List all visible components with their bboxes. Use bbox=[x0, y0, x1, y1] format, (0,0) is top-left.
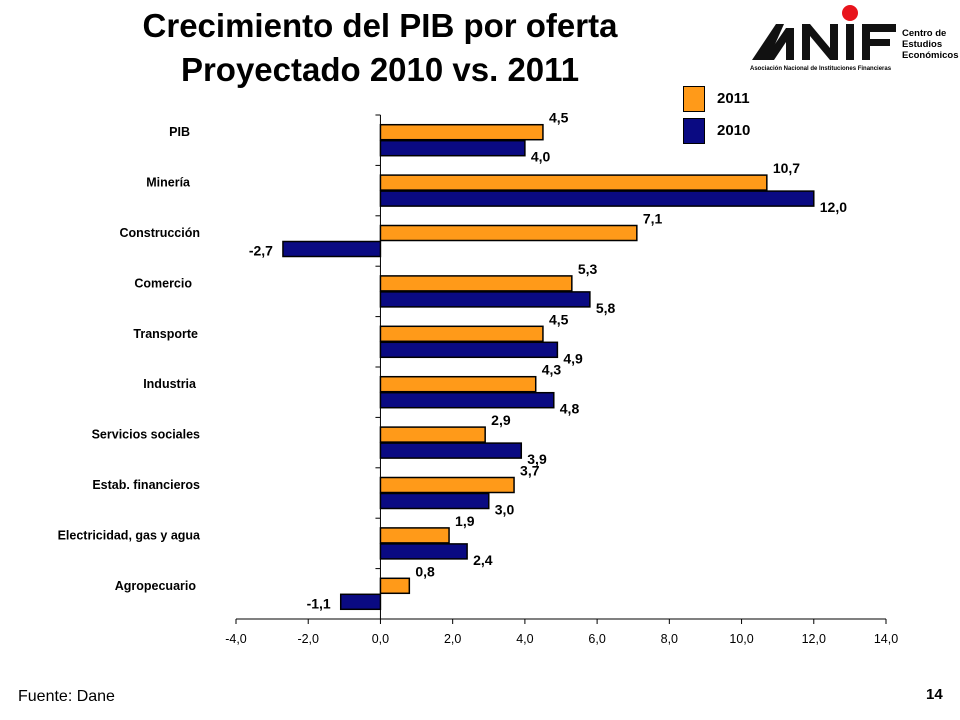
data-label-2010-construccion: -2,7 bbox=[249, 243, 273, 259]
bar-2010-estab-financieros bbox=[379, 492, 490, 510]
data-label-2011-mineria: 10,7 bbox=[773, 160, 800, 176]
bar-2011-construccion bbox=[379, 224, 638, 242]
x-tick-label: 6,0 bbox=[588, 632, 605, 646]
bar-2010-servicios-sociales bbox=[379, 442, 523, 459]
bar-2011-comercio bbox=[379, 275, 573, 292]
source-note: Fuente: Dane bbox=[18, 688, 115, 705]
data-label-2010-pib: 4,0 bbox=[531, 149, 551, 165]
data-label-2010-servicios-sociales: 3,9 bbox=[527, 451, 547, 467]
x-tick-label: -2,0 bbox=[297, 632, 319, 646]
bar-2010-comercio bbox=[379, 291, 591, 308]
x-tick-label: -4,0 bbox=[225, 632, 247, 646]
data-label-2010-transporte: 4,9 bbox=[563, 350, 583, 366]
data-label-2011-pib: 4,5 bbox=[549, 110, 569, 126]
bar-2011-pib bbox=[379, 123, 544, 141]
legend-swatch-2010 bbox=[683, 118, 705, 144]
data-label-2011-estab-financieros: 3,7 bbox=[520, 463, 540, 479]
bar-2010-electricidad-gas-y-agua bbox=[379, 543, 468, 560]
data-label-2010-estab-financieros: 3,0 bbox=[495, 502, 515, 518]
data-label-2010-mineria: 12,0 bbox=[820, 199, 847, 215]
data-label-2010-electricidad-gas-y-agua: 2,4 bbox=[473, 552, 493, 568]
x-tick-label: 8,0 bbox=[661, 632, 678, 646]
bar-2011-servicios-sociales bbox=[379, 426, 486, 443]
category-label-construccion: Construcción bbox=[119, 226, 200, 240]
category-label-comercio: Comercio bbox=[134, 276, 192, 290]
x-tick-label: 2,0 bbox=[444, 632, 461, 646]
bar-2010-construccion bbox=[282, 240, 382, 258]
logo-text-line1: Centro de bbox=[902, 28, 947, 39]
data-label-2011-comercio: 5,3 bbox=[578, 261, 598, 277]
bar-2011-mineria bbox=[379, 174, 768, 191]
logo-subtitle: Asociación Nacional de Instituciones Fin… bbox=[750, 66, 892, 72]
data-label-2010-agropecuario: -1,1 bbox=[307, 595, 331, 611]
x-tick-label: 0,0 bbox=[372, 632, 389, 646]
logo-red-dot bbox=[842, 5, 858, 21]
bar-2011-industria bbox=[379, 375, 537, 393]
bar-2011-transporte bbox=[379, 325, 544, 343]
x-tick-label: 12,0 bbox=[802, 632, 826, 646]
bar-2011-agropecuario bbox=[379, 577, 411, 595]
data-label-2011-transporte: 4,5 bbox=[549, 311, 569, 327]
logo-text-line2: Estudios bbox=[902, 39, 943, 50]
bar-2011-estab-financieros bbox=[379, 476, 515, 494]
data-label-2011-construccion: 7,1 bbox=[643, 211, 663, 227]
chart-title-line1: Crecimiento del PIB por oferta bbox=[142, 7, 618, 44]
category-label-electricidad-gas-y-agua: Electricidad, gas y agua bbox=[58, 528, 201, 542]
category-label-servicios-sociales: Servicios sociales bbox=[92, 428, 200, 442]
chart-title: Crecimiento del PIB por oferta Proyectad… bbox=[60, 4, 700, 92]
bar-2010-pib bbox=[379, 139, 526, 157]
category-label-mineria: Minería bbox=[146, 176, 191, 190]
bar-2010-agropecuario bbox=[339, 593, 382, 611]
bar-2010-mineria bbox=[379, 190, 815, 207]
x-tick-label: 14,0 bbox=[874, 632, 898, 646]
legend-label-2010: 2010 bbox=[717, 122, 751, 139]
bar-2010-transporte bbox=[379, 341, 559, 359]
chart-title-line2: Proyectado 2010 vs. 2011 bbox=[180, 51, 580, 88]
category-label-agropecuario: Agropecuario bbox=[115, 579, 197, 593]
x-tick-label: 4,0 bbox=[516, 632, 533, 646]
data-label-2011-agropecuario: 0,8 bbox=[415, 563, 435, 579]
data-label-2011-servicios-sociales: 2,9 bbox=[491, 412, 511, 428]
logo-text-line3: Económicos bbox=[902, 50, 959, 61]
data-label-2010-comercio: 5,8 bbox=[596, 300, 616, 316]
anif-logo-mark bbox=[752, 5, 896, 60]
data-label-2011-electricidad-gas-y-agua: 1,9 bbox=[455, 513, 475, 529]
legend-label-2011: 2011 bbox=[717, 90, 750, 107]
legend-swatch-2011 bbox=[683, 86, 705, 112]
category-label-transporte: Transporte bbox=[133, 327, 198, 341]
category-label-industria: Industria bbox=[143, 377, 197, 391]
bar-2011-electricidad-gas-y-agua bbox=[379, 527, 450, 544]
data-label-2010-industria: 4,8 bbox=[560, 401, 580, 417]
data-label-2011-industria: 4,3 bbox=[542, 362, 562, 378]
logo-text: Centro de Estudios Económicos bbox=[902, 28, 959, 61]
x-tick-label: 10,0 bbox=[729, 632, 753, 646]
anif-logo: Centro de Estudios Económicos Asociación… bbox=[750, 4, 960, 84]
category-label-estab-financieros: Estab. financieros bbox=[92, 478, 200, 492]
category-label-pib: PIB bbox=[169, 125, 190, 139]
page-number: 14 bbox=[926, 686, 943, 703]
bar-2010-industria bbox=[379, 391, 555, 409]
